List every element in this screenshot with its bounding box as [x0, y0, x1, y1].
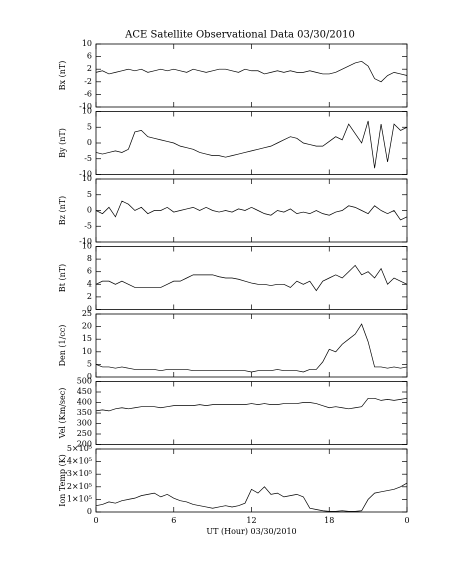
y-tick-label: 500: [77, 377, 92, 386]
y-tick-label: -10: [79, 237, 92, 246]
y-tick-label: 4×10⁵: [67, 457, 92, 466]
panel-frame: [95, 178, 408, 243]
y-tick-label: 10: [82, 242, 92, 251]
y-tick-label: 25: [82, 309, 92, 318]
panel-frame: [95, 246, 408, 310]
y-axis-label: Ion Temp (K): [58, 454, 67, 507]
y-tick-label: 5×10⁵: [67, 444, 92, 453]
y-tick-label: 10: [82, 107, 92, 116]
y-tick-label: 6: [87, 52, 92, 61]
y-tick-label: 0: [87, 372, 92, 381]
y-tick-label: -10: [79, 102, 92, 111]
y-tick-label: 0: [87, 206, 92, 215]
y-tick-label: 200: [77, 440, 92, 449]
data-line: [95, 120, 408, 169]
data-line: [95, 264, 408, 292]
y-tick-label: 300: [77, 419, 92, 428]
y-tick-label: 1×10⁵: [67, 494, 92, 503]
y-tick-label: 0: [87, 138, 92, 147]
x-tick-label: 6: [171, 516, 176, 525]
y-tick-label: -5: [84, 154, 92, 163]
y-tick-label: 10: [82, 39, 92, 48]
y-tick-label: 400: [77, 398, 92, 407]
y-tick-label: 5: [87, 122, 92, 131]
y-tick-label: 20: [82, 322, 92, 331]
panel-frame: [95, 381, 408, 445]
y-axis-label: Bt (nT): [58, 264, 67, 292]
y-tick-label: 10: [82, 174, 92, 183]
panel-frame: [95, 448, 408, 513]
y-axis-label: By (nT): [58, 128, 67, 158]
x-tick-label: 18: [324, 516, 334, 525]
x-tick-label: 12: [246, 516, 256, 525]
y-axis-label: Den (1/cc): [58, 325, 67, 367]
panel-frame: [95, 43, 408, 108]
y-tick-label: 0: [87, 305, 92, 314]
y-tick-label: 2: [87, 64, 92, 73]
x-tick-label: 0: [93, 516, 98, 525]
y-tick-label: 15: [82, 334, 92, 343]
y-tick-label: 5: [87, 190, 92, 199]
data-line: [95, 60, 408, 83]
data-line: [95, 323, 408, 373]
y-tick-label: 3×10⁵: [67, 469, 92, 478]
x-tick-label: 0: [404, 516, 409, 525]
y-tick-label: 4: [87, 279, 92, 288]
y-axis-label: Vel (Km/sec): [58, 388, 67, 440]
y-tick-label: 8: [87, 254, 92, 263]
panel-frame: [95, 111, 408, 175]
y-tick-label: 2: [87, 292, 92, 301]
data-line: [95, 397, 408, 412]
y-tick-label: 5: [87, 359, 92, 368]
x-axis-label: UT (Hour) 03/30/2010: [206, 527, 296, 536]
data-line: [95, 482, 408, 512]
y-tick-label: 250: [77, 429, 92, 438]
y-axis-label: Bz (nT): [58, 196, 67, 225]
y-tick-label: 2×10⁵: [67, 482, 92, 491]
y-axis-label: Bx (nT): [58, 61, 67, 91]
panel-frame: [95, 313, 408, 378]
y-tick-label: 6: [87, 267, 92, 276]
y-tick-label: -10: [79, 170, 92, 179]
y-tick-label: 0: [87, 507, 92, 516]
y-tick-label: 10: [82, 347, 92, 356]
y-tick-label: 350: [77, 408, 92, 417]
y-tick-label: -6: [84, 89, 92, 98]
y-tick-label: -2: [84, 77, 92, 86]
y-tick-label: -5: [84, 221, 92, 230]
data-line: [95, 200, 408, 221]
y-tick-label: 450: [77, 387, 92, 396]
chart-title: ACE Satellite Observational Data 03/30/2…: [124, 30, 355, 41]
